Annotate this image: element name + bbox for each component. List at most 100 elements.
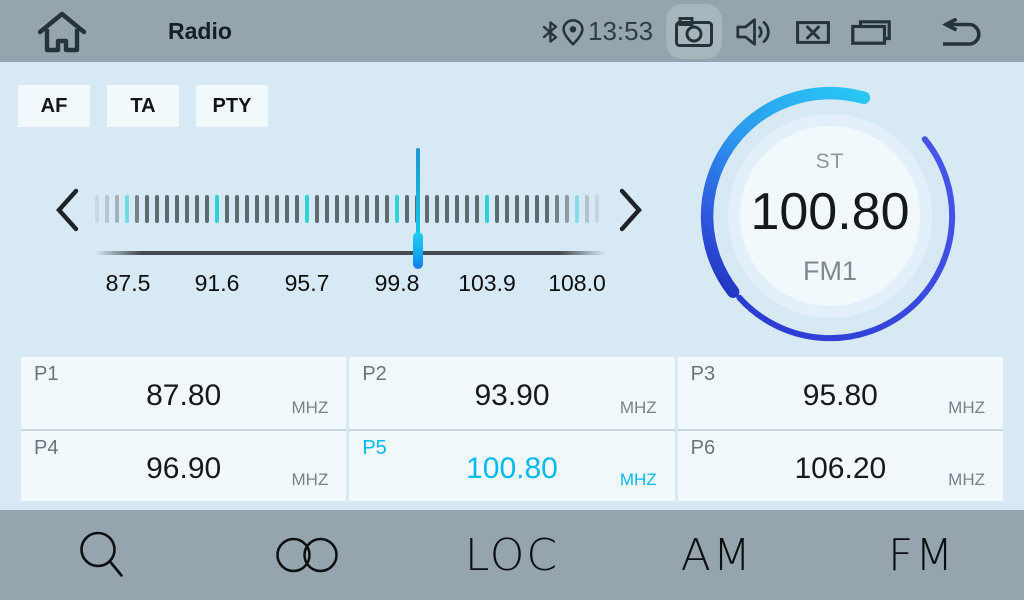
pty-button[interactable]: PTY	[196, 85, 268, 127]
preset-p3[interactable]: P3 95.80 MHZ	[677, 357, 1003, 429]
scale-label: 91.6	[194, 270, 240, 296]
search-button[interactable]	[0, 510, 205, 600]
scale-tick	[235, 195, 239, 223]
preset-unit: MHZ	[948, 470, 985, 489]
frequency-dial: ST 100.80 FM1	[680, 66, 980, 366]
scale-label: 108.0	[548, 270, 606, 296]
status-bar: Radio 13:53	[0, 0, 1024, 62]
scale-tick	[135, 195, 139, 223]
preset-label: P4	[34, 437, 59, 459]
back-icon[interactable]	[938, 18, 986, 46]
preset-scan-icon	[275, 537, 338, 573]
preset-label: P2	[362, 363, 387, 385]
scale-tick	[555, 195, 559, 223]
preset-p5[interactable]: P5 100.80 MHZ	[349, 429, 675, 501]
scale-tick	[295, 195, 299, 223]
camera-button[interactable]	[666, 4, 722, 59]
am-button[interactable]: AM	[680, 529, 753, 581]
af-button[interactable]: AF	[18, 85, 90, 127]
scale-tick	[575, 195, 579, 223]
scale-tick	[585, 195, 589, 223]
stereo-indicator: ST	[815, 150, 845, 173]
scale-tick	[305, 195, 309, 223]
current-band: FM1	[803, 256, 857, 286]
preset-unit: MHZ	[619, 470, 657, 489]
volume-icon[interactable]	[736, 18, 776, 46]
current-frequency: 100.80	[750, 183, 910, 241]
scale-tick	[185, 195, 189, 223]
scale-tick	[485, 195, 489, 223]
scale-tick	[435, 195, 439, 223]
scale-tick	[345, 195, 349, 223]
scale-tick	[145, 195, 149, 223]
scale-tick	[205, 195, 209, 223]
preset-frequency: 106.20	[794, 452, 887, 485]
recent-apps-icon[interactable]	[851, 20, 891, 45]
close-window-icon[interactable]	[796, 21, 830, 44]
scale-tick	[375, 195, 379, 223]
scale-tick	[395, 195, 399, 223]
preset-frequency: 100.80	[466, 452, 558, 485]
scale-tick	[325, 195, 329, 223]
scale-tick	[445, 195, 449, 223]
scale-tick	[545, 195, 549, 223]
loc-button[interactable]: LOC	[464, 529, 560, 581]
frequency-scale[interactable]	[95, 195, 605, 223]
preset-p4[interactable]: P4 96.90 MHZ	[21, 429, 347, 501]
scale-tick	[535, 195, 539, 223]
preset-frequency: 95.80	[802, 379, 878, 412]
home-icon	[37, 11, 87, 53]
fm-button[interactable]: FM	[887, 529, 956, 581]
preset-unit: MHZ	[291, 398, 329, 417]
preset-p1[interactable]: P1 87.80 MHZ	[21, 357, 347, 429]
scale-tick	[405, 195, 409, 223]
scale-tick	[125, 195, 129, 223]
preset-label: P5	[362, 437, 387, 459]
scale-tick	[275, 195, 279, 223]
preset-p6[interactable]: P6 106.20 MHZ	[677, 429, 1003, 501]
ta-button[interactable]: TA	[107, 85, 179, 127]
preset-unit: MHZ	[948, 398, 985, 417]
preset-frequency: 96.90	[146, 452, 222, 485]
home-button[interactable]	[36, 10, 88, 54]
scale-tick	[455, 195, 459, 223]
scale-tick	[195, 195, 199, 223]
scale-tick	[215, 195, 219, 223]
scale-tick	[155, 195, 159, 223]
scale-tick	[285, 195, 289, 223]
scale-tick	[465, 195, 469, 223]
tune-down-button[interactable]	[50, 186, 86, 234]
scale-tick	[365, 195, 369, 223]
scale-tick	[165, 195, 169, 223]
frequency-scale-labels: 87.5 91.6 95.7 99.8 103.9 108.0	[0, 270, 660, 300]
bottom-toolbar: LOC AM FM	[0, 510, 1024, 600]
tune-up-button[interactable]	[612, 186, 648, 234]
scale-tick	[425, 195, 429, 223]
search-icon	[80, 531, 124, 577]
page-title: Radio	[168, 18, 232, 44]
frequency-scale-baseline	[95, 251, 605, 255]
preset-unit: MHZ	[619, 398, 657, 417]
clock: 13:53	[588, 16, 654, 46]
scale-tick	[245, 195, 249, 223]
scale-tick	[595, 195, 599, 223]
scale-tick	[315, 195, 319, 223]
scale-tick	[565, 195, 569, 223]
scale-tick	[175, 195, 179, 223]
bluetooth-icon	[542, 21, 558, 43]
scale-tick	[475, 195, 479, 223]
preset-scan-button[interactable]	[205, 510, 410, 600]
preset-frequency: 87.80	[146, 379, 222, 412]
scale-tick	[495, 195, 499, 223]
preset-p2[interactable]: P2 93.90 MHZ	[349, 357, 675, 429]
preset-frequency: 93.90	[474, 379, 550, 412]
tuner-pointer-handle[interactable]	[413, 232, 423, 269]
scale-tick	[255, 195, 259, 223]
preset-label: P6	[690, 437, 716, 459]
scale-tick	[225, 195, 229, 223]
scale-tick	[95, 195, 99, 223]
dial-arcs	[700, 86, 956, 342]
camera-icon	[675, 17, 713, 47]
scale-label: 103.9	[458, 270, 516, 296]
